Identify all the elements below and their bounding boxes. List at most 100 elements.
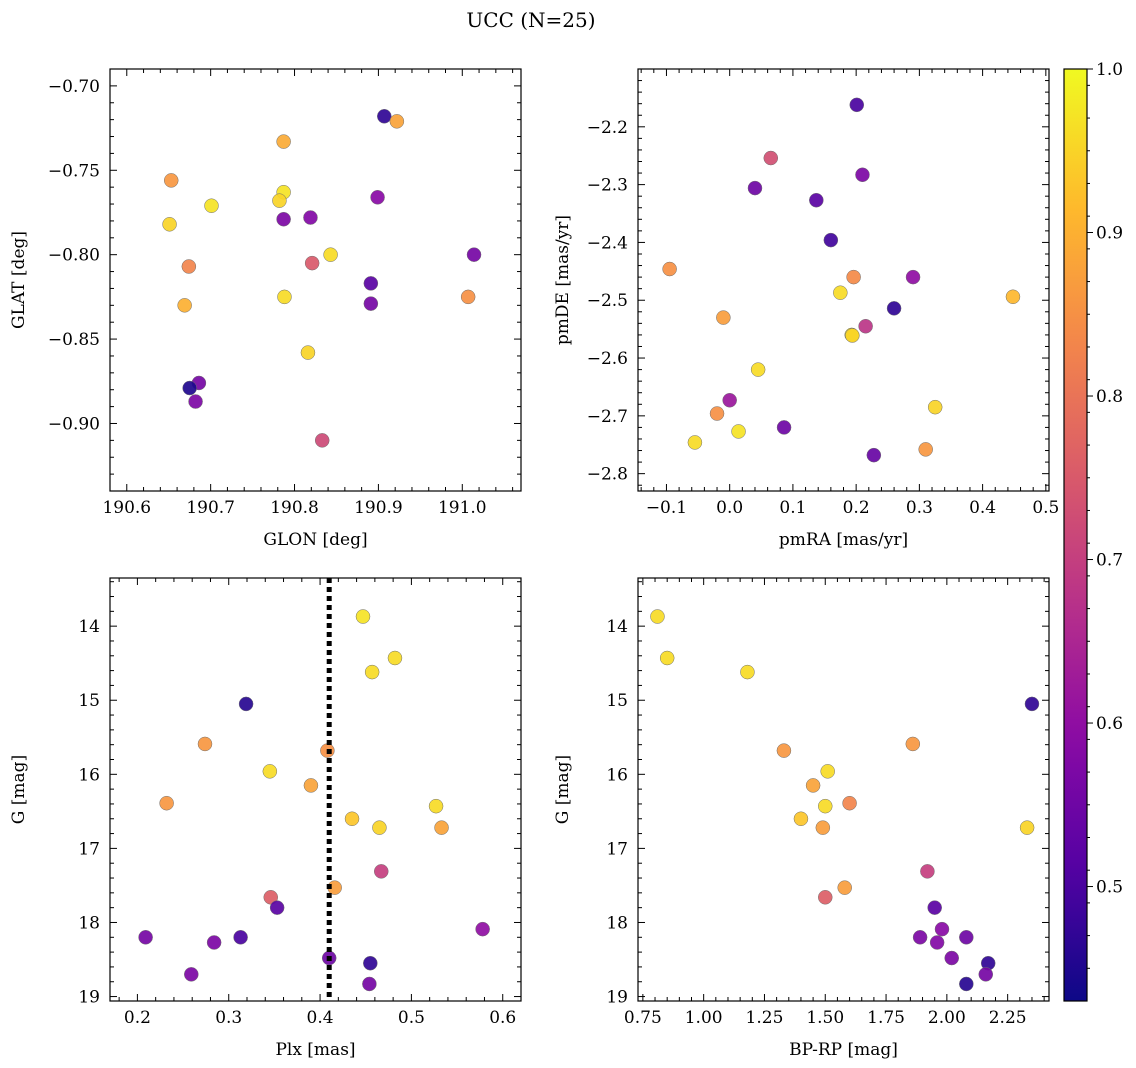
x-tick-label: 190.6 [102,498,151,518]
y-tick-label: −2.8 [587,465,628,485]
scatter-point [372,820,387,835]
scatter-point [959,976,974,992]
scatter-point [920,864,935,879]
y-axis-label: pmDE [mas/yr] [553,215,573,345]
panel-4: 0.75 1.00 1.25 1.50 1.75 2.00 2.25 14 15 16 17 18 19… [553,577,1050,1060]
colorbar-tick-label: 0.6 [1096,714,1123,734]
scatter-points [662,97,1021,463]
scatter-point [300,345,316,360]
scatter-point [912,930,928,945]
panel-1: 190.6 190.7 190.8 190.9 191.0 −0.70 −0.75 −0.80… [9,68,522,550]
panel-3: 0.2 0.3 0.4 0.5 0.6 14 15 16 17 18 19 Plx [mas] G [m… [9,577,522,1060]
scatter-point [344,811,360,827]
scatter-point [303,778,319,793]
scatter-point [233,930,248,945]
panel-2: −0.1 0.0 0.1 0.2 0.3 0.4 0.5 −2.2 −2.3 −2.4 −2.5 −2… [553,68,1059,550]
scatter-point [363,276,379,291]
x-tick-label: 0.4 [307,1008,334,1028]
x-tick-label: 1.25 [746,1008,784,1028]
scatter-point [776,743,792,758]
y-tick-label: 18 [606,913,628,933]
scatter-point [389,114,405,129]
scatter-point [805,778,821,793]
scatter-point [818,890,833,905]
scatter-point [858,318,873,334]
x-tick-label: 0.4 [969,498,996,518]
scatter-point [809,192,824,208]
axes-frame [109,577,522,1002]
scatter-point [687,435,703,450]
scatter-point [387,650,403,666]
scatter-point [837,880,852,895]
scatter-point [162,217,177,232]
scatter-point [722,392,737,408]
axes-frame [109,68,522,492]
scatter-point [434,820,449,835]
scatter-point [238,696,254,712]
x-tick-label: 0.1 [779,498,806,518]
x-tick-label: 191.0 [438,498,487,518]
scatter-point [927,399,943,415]
scatter-point [272,193,287,208]
y-tick-label: −0.75 [48,161,100,181]
x-tick-label: 0.5 [1032,498,1059,518]
colorbar-gradient [1063,68,1088,1002]
x-tick-label: 2.25 [989,1008,1027,1028]
scatter-point [475,921,490,937]
scatter-point [466,247,482,262]
scatter-point [460,289,476,305]
y-axis-label: GLAT [deg] [9,231,29,329]
scatter-point [716,310,731,325]
scatter-point [262,764,278,779]
y-tick-label: −0.80 [48,246,100,266]
x-tick-label: 190.7 [186,498,235,518]
y-tick-label: −0.85 [48,330,100,350]
scatter-point [855,167,870,183]
scatter-point [815,820,831,835]
y-tick-label: −2.4 [587,233,628,253]
scatter-point [304,255,320,271]
scatter-point [662,261,677,277]
y-tick-label: 18 [78,913,100,933]
scatter-point [905,269,921,285]
scatter-point [374,864,389,879]
x-tick-label: −0.1 [646,498,687,518]
y-tick-label: −0.90 [48,414,100,434]
y-tick-label: 14 [606,617,628,637]
x-tick-label: 0.6 [489,1008,516,1028]
y-tick-label: 19 [606,988,628,1008]
scatter-point [363,296,379,311]
scatter-point [918,442,933,457]
scatter-point [138,930,153,945]
x-tick-label: 2.00 [928,1008,966,1028]
y-tick-label: −2.2 [587,118,628,138]
scatter-point [659,650,675,666]
scatter-point [1024,696,1040,712]
y-tick-label: 17 [606,839,628,859]
scatter-point [959,930,974,945]
scatter-point [978,967,994,982]
scatter-point [269,900,285,915]
x-tick-label: 0.75 [624,1008,662,1028]
scatter-point [747,180,763,196]
scatter-point [177,298,192,313]
scatter-point [934,921,950,937]
scatter-points [138,609,490,992]
x-tick-label: 1.00 [685,1008,723,1028]
scatter-point [709,406,725,421]
scatter-point [845,328,860,343]
x-tick-label: 0.5 [398,1008,425,1028]
scatter-point [763,150,779,166]
y-tick-label: −2.3 [587,176,628,196]
scatter-point [377,109,392,124]
scatter-point [276,211,291,227]
scatter-point [650,609,665,624]
scatter-point [1019,820,1035,835]
scatter-point [929,935,945,950]
scatter-point [846,269,861,285]
y-tick-label: 16 [606,765,628,785]
y-tick-label: 15 [78,691,100,711]
scatter-point [159,795,174,811]
panels: 190.6 190.7 190.8 190.9 191.0−0.70−0.75−0.80… [9,68,1059,1060]
scatter-point [866,447,882,463]
